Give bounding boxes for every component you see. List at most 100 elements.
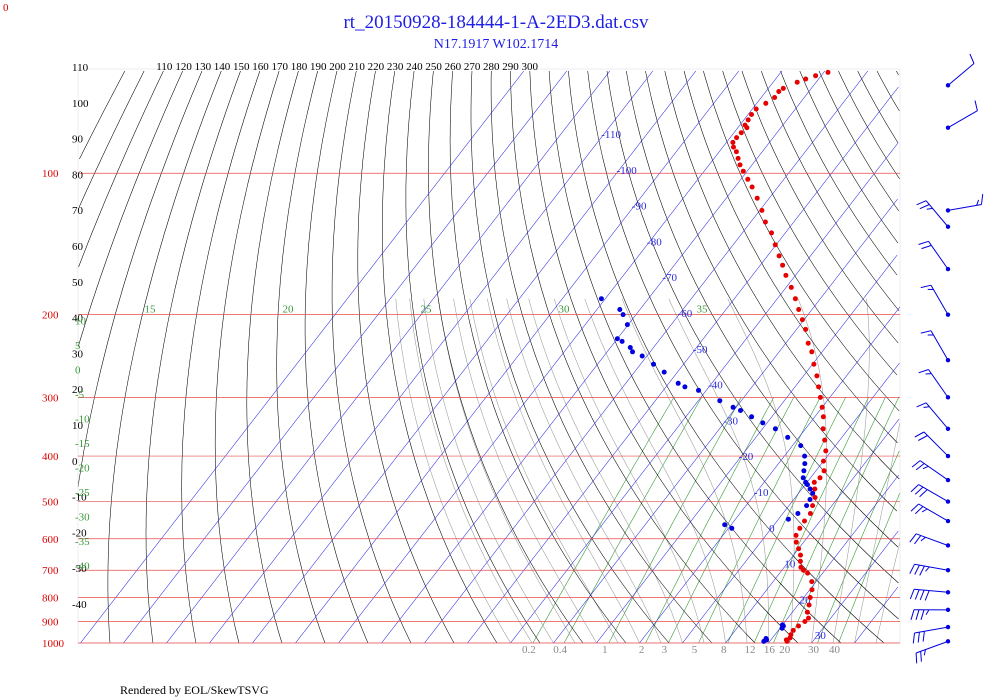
moist-adiabat-lines <box>395 298 901 644</box>
theta-e-label: 20 <box>283 304 295 316</box>
isotherm-line <box>596 254 898 644</box>
wind-barb-staff <box>914 626 949 634</box>
mixing-ratio-label: 3 <box>662 644 668 656</box>
theta-e-label: 35 <box>697 304 709 316</box>
theta-e-left-label: -25 <box>75 487 90 499</box>
wind-barb <box>916 402 951 432</box>
temperature-point <box>809 579 815 585</box>
wind-barb-staff <box>914 588 949 593</box>
dewpoint-point <box>785 516 791 522</box>
isotherm-label: -110 <box>601 129 621 141</box>
dewpoint-point <box>639 353 645 359</box>
temperature-point <box>804 609 810 615</box>
dry-adiabat-line <box>304 70 369 644</box>
dry-adiabat-line <box>181 70 261 644</box>
wind-barb <box>945 53 975 88</box>
dewpoint-point <box>802 453 808 459</box>
dewpoint-point <box>803 479 809 485</box>
isotherm-line <box>467 86 899 644</box>
wind-barb-feather <box>915 609 920 620</box>
dry-adiabat-line <box>449 70 627 644</box>
dry-adiabat-line <box>214 70 280 644</box>
mixing-ratio-label: 30 <box>808 644 820 656</box>
temperature-point <box>793 539 799 545</box>
dewpoint-point <box>620 312 626 318</box>
dry-adiabat-line <box>490 70 713 644</box>
temperature-point <box>780 262 786 268</box>
dewpoint-point <box>763 636 769 641</box>
theta-e-label: 30 <box>559 304 571 316</box>
left-temp-label: 10 <box>72 420 84 432</box>
dewpoint-point <box>722 522 728 528</box>
temperature-point <box>810 503 816 509</box>
dry-adiabat-line <box>78 70 145 208</box>
theta-e-label: 25 <box>421 304 433 316</box>
moist-adiabat-line <box>506 298 662 644</box>
theta-e-left-label: -5 <box>75 389 85 401</box>
wind-barb <box>945 194 984 213</box>
plot-frame <box>77 68 901 644</box>
temperature-series <box>730 69 831 644</box>
temperature-point <box>793 532 799 538</box>
theta-label: 190 <box>310 61 327 73</box>
dry-adiabat-line <box>77 70 183 348</box>
mixing-ratio-line <box>532 397 675 644</box>
isotherm-label: -50 <box>693 344 708 356</box>
temperature-point <box>790 627 796 633</box>
wind-barb-feather <box>914 486 924 495</box>
dry-adiabat-line <box>548 70 842 644</box>
temperature-point <box>734 135 740 141</box>
wind-barb-feather <box>912 632 915 644</box>
wind-barb-feather <box>926 207 933 210</box>
wind-barb-feather <box>919 565 925 576</box>
isotherm-line <box>553 198 898 644</box>
moist-adiabat-line <box>469 298 619 644</box>
isotherm-line <box>252 70 697 644</box>
dewpoint-point <box>675 380 681 386</box>
wind-barb-staff <box>915 640 949 654</box>
temperature-point <box>819 404 825 410</box>
moist-adiabat-line <box>832 298 870 644</box>
temperature-point <box>745 176 751 182</box>
temperature-point <box>805 340 811 346</box>
dewpoint-point <box>772 426 778 432</box>
pressure-label: 600 <box>42 534 59 546</box>
theta-e-left-label: -20 <box>75 463 90 475</box>
dewpoint-point <box>614 336 620 342</box>
dry-adiabat-line <box>276 70 326 644</box>
isotherm-lines <box>77 68 901 644</box>
wind-barb-feather <box>919 489 928 498</box>
isotherm-line <box>854 586 899 644</box>
wind-barb-feather <box>914 431 925 438</box>
isotherm-label: 10 <box>784 559 796 571</box>
temperature-point <box>803 76 809 82</box>
mixing-ratio-line <box>727 397 846 644</box>
dry-adiabat-line <box>405 70 541 644</box>
temperature-point <box>749 112 754 117</box>
dry-adiabat-line <box>77 70 203 488</box>
wind-barb <box>914 431 951 459</box>
left-temp-label: -10 <box>72 492 87 504</box>
dewpoint-point <box>661 369 667 375</box>
wind-barb <box>911 460 951 483</box>
wind-barb-staff <box>918 484 949 503</box>
wind-barb-feather <box>924 590 930 601</box>
dry-adiabat-line <box>145 70 241 644</box>
mixing-ratio-label: 20 <box>779 644 791 656</box>
moist-adiabat-line <box>584 298 726 644</box>
temperature-point <box>797 558 803 564</box>
isotherm-line <box>811 530 899 644</box>
dry-adiabat-line <box>645 70 897 512</box>
dry-adiabat-line <box>78 70 164 268</box>
temperature-point <box>753 106 759 112</box>
dry-adiabat-line <box>79 70 126 160</box>
dry-adiabat-line <box>838 70 900 180</box>
temperature-point <box>825 69 831 75</box>
dewpoint-point <box>780 622 785 628</box>
theta-label: 180 <box>291 61 308 73</box>
dry-adiabat-line <box>529 70 799 644</box>
temperature-point <box>735 155 741 161</box>
dewpoint-point <box>717 398 723 404</box>
moist-adiabat-line <box>438 298 576 644</box>
dry-adiabat-line <box>799 70 899 244</box>
